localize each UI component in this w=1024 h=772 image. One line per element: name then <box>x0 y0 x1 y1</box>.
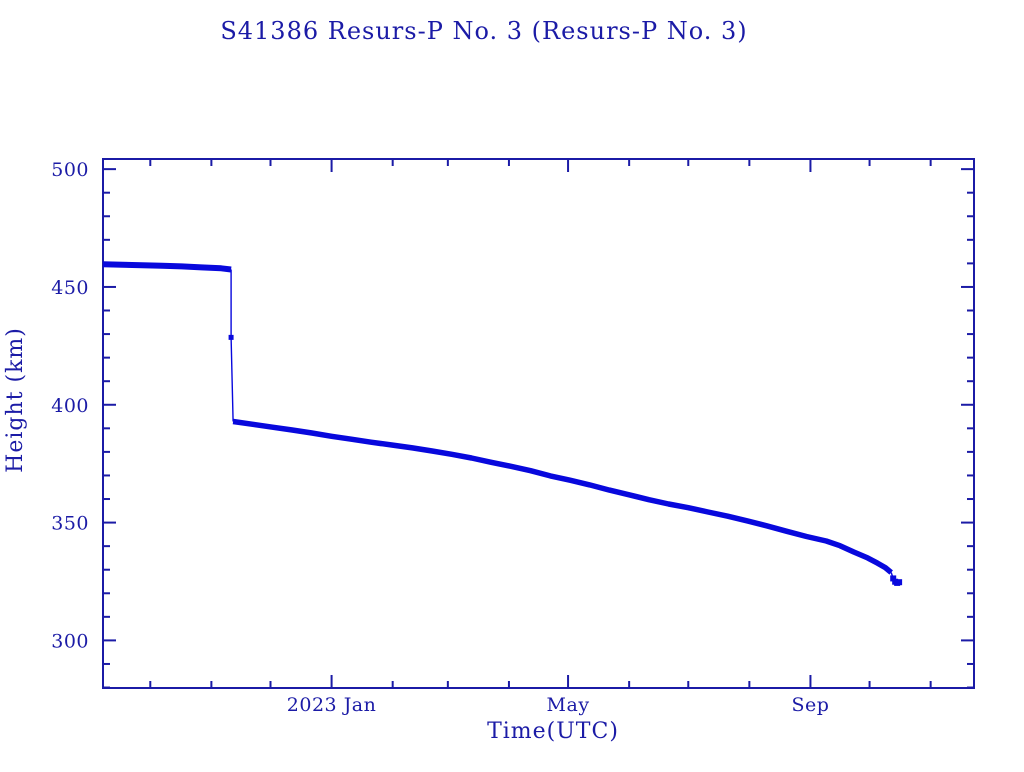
y-tick-label: 300 <box>51 630 89 652</box>
x-axis-title: Time(UTC) <box>487 719 619 744</box>
plot-border <box>102 158 975 689</box>
data-point-marker <box>228 334 234 340</box>
series-maneuver-drop <box>230 269 234 422</box>
y-tick-label: 400 <box>51 395 89 417</box>
chart-title: S41386 Resurs-P No. 3 (Resurs-P No. 3) <box>220 17 747 45</box>
axis-ticks <box>103 159 974 689</box>
data-point-marker <box>890 575 897 582</box>
y-axis-title: Height (km) <box>3 327 28 473</box>
y-tick-label: 500 <box>51 159 89 181</box>
y-tick-label: 350 <box>51 513 89 535</box>
x-tick-label: 2023 Jan <box>287 694 377 716</box>
x-tick-label: May <box>547 694 590 716</box>
series-post-maneuver-decay <box>232 418 893 575</box>
data-point-marker <box>896 579 903 586</box>
series-pre-maneuver-plateau <box>102 261 232 273</box>
axis-tick-labels: 2023 Jan May Sep 500 450 400 350 300 <box>51 159 829 716</box>
y-tick-label: 450 <box>51 277 89 299</box>
data-series <box>102 261 903 586</box>
plot-frame <box>102 158 975 689</box>
x-tick-label: Sep <box>791 694 829 716</box>
